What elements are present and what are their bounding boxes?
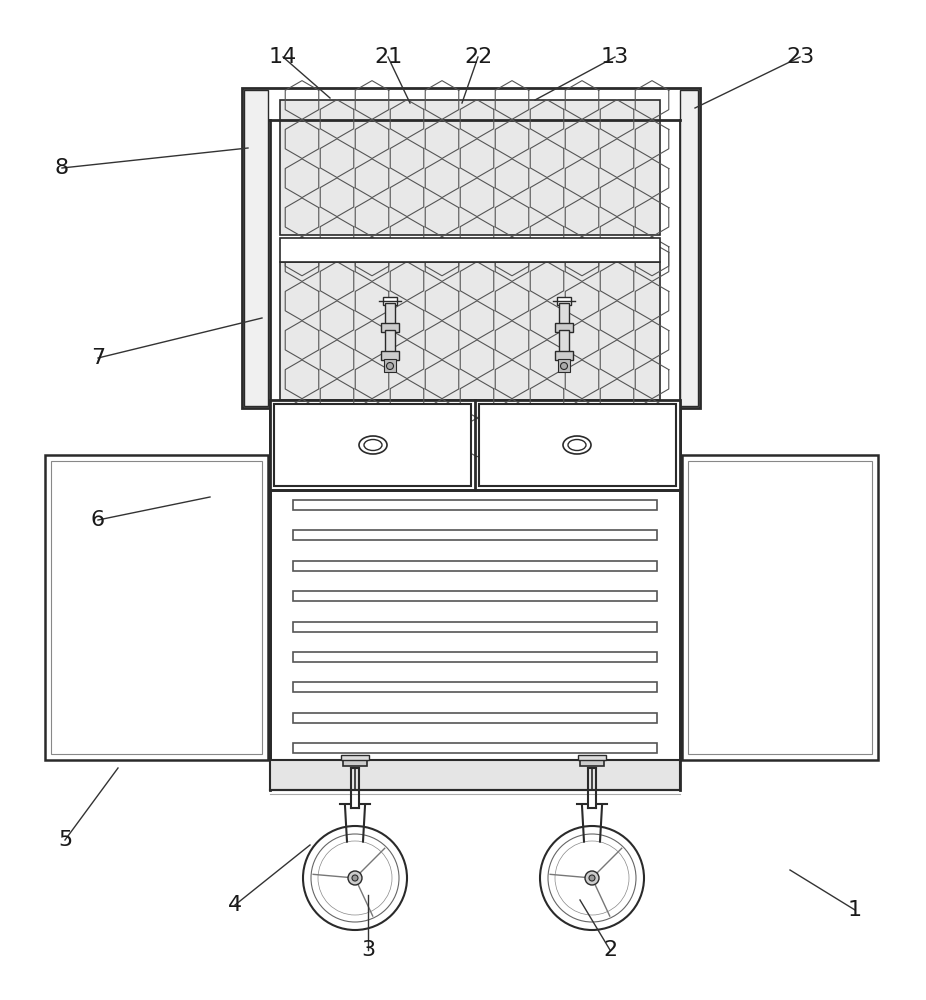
Text: 4: 4 bbox=[228, 895, 242, 915]
Bar bbox=[555, 351, 573, 360]
Bar bbox=[559, 330, 569, 352]
Text: 7: 7 bbox=[91, 348, 105, 368]
Circle shape bbox=[386, 362, 394, 369]
Bar bbox=[385, 330, 395, 352]
Bar bbox=[270, 120, 680, 760]
Bar bbox=[293, 530, 657, 540]
Ellipse shape bbox=[359, 436, 387, 454]
Text: 23: 23 bbox=[786, 47, 814, 67]
Text: 2: 2 bbox=[603, 940, 617, 960]
Bar bbox=[280, 262, 660, 400]
Bar bbox=[280, 100, 660, 235]
Bar bbox=[293, 713, 657, 723]
Circle shape bbox=[303, 826, 407, 930]
Bar bbox=[242, 88, 700, 408]
Bar bbox=[45, 455, 268, 760]
Bar bbox=[293, 621, 657, 632]
Bar bbox=[385, 303, 395, 325]
Circle shape bbox=[585, 871, 599, 885]
Bar bbox=[293, 591, 657, 601]
Bar bbox=[580, 758, 604, 766]
Text: 14: 14 bbox=[269, 47, 297, 67]
Text: 8: 8 bbox=[55, 158, 69, 178]
Circle shape bbox=[540, 826, 644, 930]
Bar bbox=[51, 461, 262, 754]
Bar bbox=[274, 404, 471, 486]
Bar bbox=[555, 323, 573, 332]
Bar bbox=[557, 297, 571, 305]
Bar bbox=[384, 359, 396, 372]
Bar bbox=[383, 297, 397, 305]
Bar bbox=[343, 758, 367, 766]
Circle shape bbox=[560, 362, 568, 369]
Bar bbox=[244, 90, 268, 406]
Ellipse shape bbox=[563, 436, 591, 454]
Bar bbox=[558, 359, 570, 372]
Circle shape bbox=[589, 875, 595, 881]
Text: 6: 6 bbox=[91, 510, 105, 530]
Bar bbox=[341, 755, 369, 760]
Bar bbox=[280, 238, 660, 262]
Bar bbox=[680, 90, 698, 406]
Text: 22: 22 bbox=[464, 47, 492, 67]
Bar bbox=[270, 400, 680, 490]
Bar bbox=[682, 455, 878, 760]
Text: 3: 3 bbox=[361, 940, 375, 960]
Bar bbox=[280, 100, 660, 235]
Bar bbox=[559, 303, 569, 325]
Bar bbox=[293, 682, 657, 692]
Bar bbox=[578, 755, 606, 760]
Bar bbox=[688, 461, 872, 754]
Bar bbox=[293, 500, 657, 510]
Bar bbox=[270, 760, 680, 790]
Text: 1: 1 bbox=[848, 900, 862, 920]
Circle shape bbox=[352, 875, 358, 881]
Text: 21: 21 bbox=[374, 47, 402, 67]
Text: 5: 5 bbox=[57, 830, 72, 850]
Bar bbox=[381, 323, 399, 332]
Bar bbox=[293, 561, 657, 571]
Bar bbox=[479, 404, 676, 486]
Circle shape bbox=[348, 871, 362, 885]
Bar bbox=[293, 652, 657, 662]
Text: 13: 13 bbox=[601, 47, 629, 67]
Bar bbox=[280, 262, 660, 400]
Bar bbox=[293, 743, 657, 753]
Bar bbox=[381, 351, 399, 360]
